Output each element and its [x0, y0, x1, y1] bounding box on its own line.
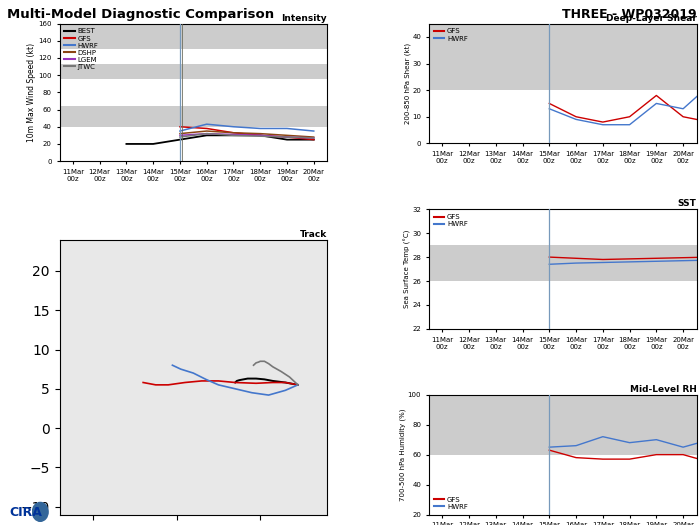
Bar: [429, 24, 696, 50]
Legend: BEST, GFS, HWRF, DSHP, LGEM, JTWC: BEST, GFS, HWRF, DSHP, LGEM, JTWC: [63, 27, 100, 71]
Bar: [60, 64, 327, 79]
Bar: [429, 50, 696, 90]
Bar: [429, 425, 696, 455]
Bar: [60, 24, 327, 49]
Y-axis label: 700-500 hPa Humidity (%): 700-500 hPa Humidity (%): [400, 408, 406, 501]
Y-axis label: 10m Max Wind Speed (kt): 10m Max Wind Speed (kt): [27, 43, 36, 142]
Text: Multi-Model Diagnostic Comparison: Multi-Model Diagnostic Comparison: [7, 8, 274, 21]
Legend: GFS, HWRF: GFS, HWRF: [433, 27, 469, 43]
Legend: GFS, HWRF: GFS, HWRF: [433, 213, 469, 228]
Text: THREE - WP032019: THREE - WP032019: [562, 8, 696, 21]
Bar: [429, 245, 696, 281]
Text: Mid-Level RH: Mid-Level RH: [629, 385, 696, 394]
Text: Track: Track: [300, 230, 327, 239]
Y-axis label: 200-850 hPa Shear (kt): 200-850 hPa Shear (kt): [405, 43, 411, 124]
Legend: GFS, HWRF: GFS, HWRF: [433, 495, 469, 511]
Bar: [429, 395, 696, 425]
Bar: [60, 106, 327, 127]
Text: SST: SST: [678, 200, 696, 208]
Y-axis label: Sea Surface Temp (°C): Sea Surface Temp (°C): [404, 230, 411, 308]
Text: CIRA: CIRA: [9, 506, 42, 519]
Text: Deep-Layer Shear: Deep-Layer Shear: [606, 14, 696, 23]
Text: Intensity: Intensity: [281, 14, 327, 23]
Circle shape: [32, 502, 48, 521]
